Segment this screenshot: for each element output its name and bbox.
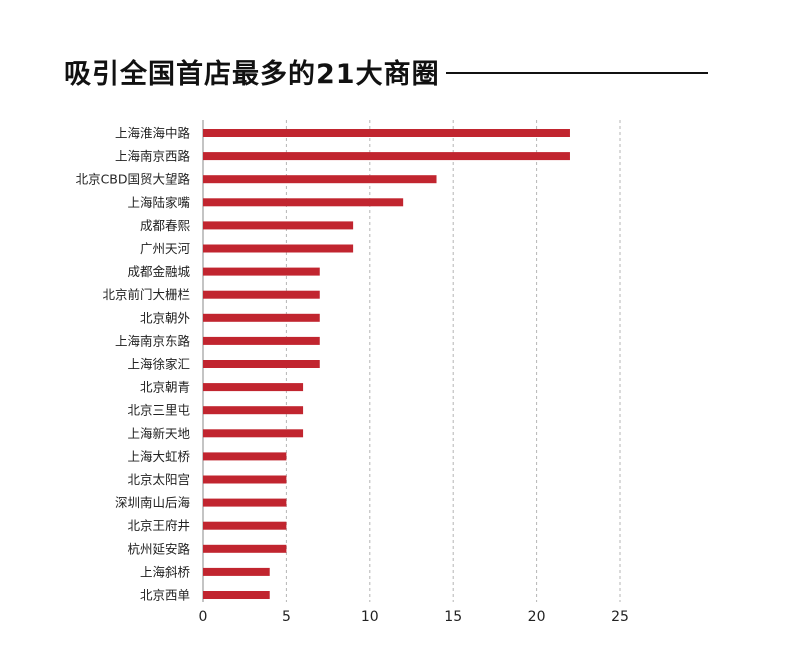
bar <box>203 498 287 507</box>
bar <box>203 290 320 299</box>
bar <box>203 452 287 461</box>
category-label: 上海徐家汇 <box>127 357 190 372</box>
bar <box>203 152 570 161</box>
category-label: 北京西单 <box>140 588 190 603</box>
category-label: 成都金融城 <box>127 264 190 279</box>
category-label: 北京王府井 <box>127 518 190 533</box>
category-label: 北京朝外 <box>140 310 191 325</box>
x-tick-label: 15 <box>444 609 462 625</box>
x-tick-label: 20 <box>528 609 546 625</box>
category-label: 北京前门大栅栏 <box>102 287 190 302</box>
category-label: 上海南京东路 <box>115 333 191 348</box>
category-label: 深圳南山后海 <box>115 495 191 510</box>
bar <box>203 544 287 553</box>
bar <box>203 221 354 230</box>
category-label: 杭州延安路 <box>127 541 190 556</box>
category-label: 广州天河 <box>140 241 191 256</box>
bar <box>203 198 404 207</box>
bar <box>203 475 287 484</box>
bar <box>203 267 320 276</box>
bar <box>203 129 570 137</box>
bar <box>203 591 270 599</box>
bar <box>203 244 354 253</box>
chart-title: 吸引全国首店最多的21大商圈 <box>64 59 440 90</box>
category-label: 北京CBD国贸大望路 <box>76 172 191 187</box>
x-tick-label: 10 <box>361 609 379 625</box>
category-label: 上海南京西路 <box>115 149 191 164</box>
bar <box>203 567 270 576</box>
bar <box>203 175 437 184</box>
category-label: 上海新天地 <box>127 426 190 441</box>
bar <box>203 429 304 438</box>
bar <box>203 406 304 415</box>
category-label: 上海陆家嘴 <box>127 195 190 210</box>
bar <box>203 360 320 368</box>
category-label: 北京朝青 <box>140 380 190 395</box>
title-rule <box>446 72 708 74</box>
x-tick-label: 5 <box>282 609 291 625</box>
category-label: 北京太阳宫 <box>127 472 190 487</box>
bar <box>203 521 287 530</box>
category-label: 上海淮海中路 <box>115 126 191 141</box>
x-tick-label: 25 <box>611 609 629 625</box>
bar <box>203 313 320 322</box>
x-tick-label: 0 <box>199 609 208 625</box>
category-label: 成都春熙 <box>140 218 191 233</box>
bar <box>203 336 320 345</box>
category-label: 上海斜桥 <box>140 564 191 579</box>
bar <box>203 383 304 392</box>
category-label: 上海大虹桥 <box>127 449 190 464</box>
category-label: 北京三里屯 <box>127 403 190 418</box>
